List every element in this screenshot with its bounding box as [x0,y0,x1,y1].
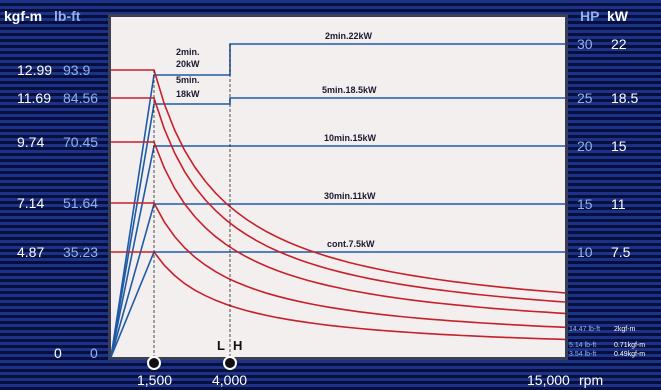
range-switch-marker [223,356,237,370]
plot-area [111,17,565,357]
low-range-label: 2min. [176,47,200,57]
kgfm-tick: 0 [54,345,62,361]
end-annotation-lbft: 14.47 lb-ft [569,326,601,333]
kgfm-tick: 7.14 [17,195,45,211]
end-annotation-kgfm: 0.49kgf-m [614,351,646,358]
kw-tick: 18.5 [611,90,639,106]
low-range-label: 18kW [176,89,200,99]
lbft-tick: 0 [90,345,98,361]
torque-curve [111,251,566,341]
kw-axis-header: kW [607,8,628,24]
power-series-label: 2min.22kW [325,31,373,41]
hp-tick: 30 [577,36,593,52]
lbft-tick: 35.23 [63,244,99,260]
kgfm-tick: 9.74 [17,134,45,150]
kgfm-tick: 4.87 [17,244,45,260]
power-series-label: 30min.11kW [324,191,376,201]
lbft-tick: 93.9 [63,62,91,78]
high-range-marker: H [233,338,243,353]
x-tick-1500: 1,500 [137,372,173,388]
torque-curve [111,202,566,329]
hp-tick: 10 [577,244,593,260]
lbft-axis-header: lb-ft [54,8,81,24]
x-tick-4000: 4,000 [212,372,248,388]
end-annotation-lbft: 3.54 lb-ft [569,351,597,358]
end-annotation-lbft: 5.14 lb-ft [569,342,597,349]
power-series-label: 10min.15kW [324,133,377,143]
low-range-marker: L [217,338,225,353]
low-range-label: 20kW [176,59,200,69]
base-speed-marker [147,356,161,370]
lbft-tick: 84.56 [63,90,99,106]
torque-curve [111,141,566,315]
power-series-label: cont.7.5kW [327,239,375,249]
power-series-label: 5min.18.5kW [322,85,377,95]
lbft-tick: 51.64 [63,195,99,211]
x-tick-15000: 15,000 [527,372,570,388]
hp-tick: 25 [577,90,593,106]
hp-axis-header: HP [580,8,600,24]
lbft-tick: 70.45 [63,134,99,150]
end-annotation-kgfm: 2kgf-m [614,326,636,333]
torque-curve [111,97,566,303]
kw-tick: 7.5 [611,244,631,260]
kw-tick: 15 [611,138,627,154]
hp-tick: 20 [577,138,593,154]
x-unit: rpm [579,372,604,388]
kw-tick: 11 [611,196,626,212]
kgfm-tick: 11.69 [17,90,51,106]
hp-tick: 15 [577,196,593,212]
low-range-label: 5min. [176,75,200,85]
torque-curve [111,69,566,294]
kgfm-axis-header: kgf-m [4,8,43,24]
kgfm-tick: 12.99 [17,62,53,78]
kw-tick: 22 [611,36,627,52]
end-annotation-kgfm: 0.71kgf-m [614,342,646,349]
